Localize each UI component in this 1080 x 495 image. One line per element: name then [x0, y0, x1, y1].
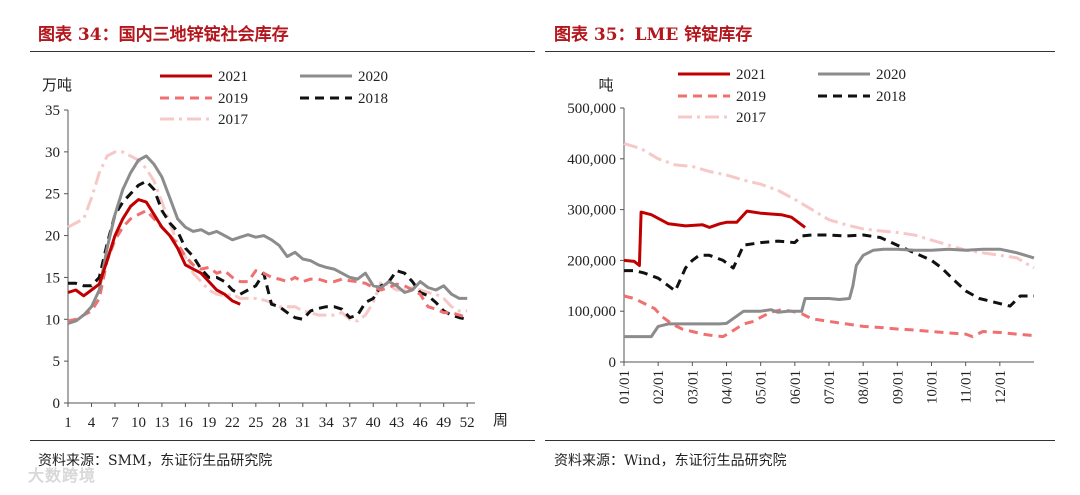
left-source-note: 资料来源：SMM，东证衍生品研究院: [38, 453, 273, 469]
y-tick-label: 0: [53, 396, 61, 412]
x-tick-label: 06/01: [788, 370, 804, 404]
y-tick-label: 5: [53, 354, 61, 370]
x-tick-label: 03/01: [685, 370, 701, 404]
y-tick-label: 200,000: [567, 253, 616, 269]
x-tick-label: 05/01: [754, 370, 770, 404]
right-chart-panel: 图表 35：LME 锌锭库存 0 100,000 200,000 300,000 400…: [540, 0, 1080, 495]
legend-label-2020: 2020: [358, 69, 388, 85]
left-title-rule: [30, 51, 535, 52]
x-tick-label: 43: [389, 415, 404, 431]
x-axis-label: 周: [493, 412, 508, 429]
x-tick-label: 01/01: [617, 370, 633, 404]
x-tick-label: 46: [413, 415, 429, 431]
x-tick-label: 52: [460, 415, 475, 431]
right-footer-rule: [545, 440, 1055, 441]
x-tick-label: 34: [319, 415, 335, 431]
right-source-note: 资料来源：Wind，东证衍生品研究院: [554, 453, 787, 469]
series-line-2018: [68, 179, 468, 321]
watermark-logo: 大数跨境: [28, 466, 97, 485]
x-tick-label: 02/01: [651, 370, 667, 404]
y-tick-label: 15: [45, 270, 60, 286]
left-line-chart: 0 5 10 15 20 25 30 35 1 4 7 10 13 16 19 22 25 28 31 34 37 40 4…: [42, 69, 508, 431]
x-tick-label: 37: [342, 415, 358, 431]
right-line-chart: 0 100,000 200,000 300,000 400,000 500,000 01/0…: [567, 67, 1035, 404]
legend-label-2018: 2018: [358, 91, 388, 107]
y-tick-label: 20: [45, 229, 60, 245]
legend-label-2020: 2020: [876, 67, 906, 83]
x-tick-label: 07/01: [822, 370, 838, 404]
y-tick-label: 10: [45, 312, 60, 328]
y-tick-label: 500,000: [567, 101, 616, 117]
x-tick-label: 25: [248, 415, 263, 431]
x-tick-label: 08/01: [856, 370, 872, 404]
right-title-rule: [545, 51, 1055, 52]
left-footer-rule: [30, 440, 535, 441]
x-tick-label: 11/01: [959, 370, 975, 404]
y-tick-label: 400,000: [567, 152, 616, 168]
series-line-2021: [623, 209, 806, 267]
right-chart-title: 图表 35：LME 锌锭库存: [554, 25, 753, 45]
series-line-2019: [67, 209, 468, 323]
y-unit-label: 万吨: [42, 77, 72, 94]
y-tick-label: 100,000: [567, 304, 616, 320]
legend-label-2017: 2017: [218, 112, 249, 128]
series-line-2020: [67, 154, 468, 325]
series-line-2021: [67, 198, 241, 306]
x-tick-label: 04/01: [720, 370, 736, 404]
x-tick-label: 13: [154, 415, 169, 431]
x-tick-label: 09/01: [890, 370, 906, 404]
x-tick-label: 10/01: [925, 370, 941, 404]
x-tick-label: 10: [131, 415, 146, 431]
x-tick-label: 28: [272, 415, 287, 431]
legend-label-2019: 2019: [218, 91, 248, 107]
y-tick-label: 300,000: [567, 203, 616, 219]
x-tick-label: 31: [295, 415, 310, 431]
left-chart-title: 图表 34：国内三地锌锭社会库存: [38, 25, 289, 45]
y-unit-label: 吨: [598, 77, 613, 94]
x-tick-label: 7: [111, 415, 119, 431]
legend-label-2021: 2021: [218, 69, 248, 85]
x-tick-label: 19: [201, 415, 216, 431]
legend-label-2021: 2021: [736, 67, 766, 83]
x-tick-label: 40: [366, 415, 381, 431]
legend-label-2018: 2018: [876, 89, 906, 105]
series-line-2019: [623, 294, 1035, 339]
series-line-2018: [624, 233, 1034, 308]
x-tick-label: 49: [436, 415, 451, 431]
x-tick-label: 22: [225, 415, 240, 431]
y-tick-label: 25: [45, 187, 60, 203]
legend-label-2019: 2019: [736, 89, 766, 105]
legend-label-2017: 2017: [736, 110, 767, 126]
left-chart-panel: 图表 34：国内三地锌锭社会库存 0 5 10 15 20 25 30 35 1 4 7 10 13 16…: [30, 25, 535, 469]
y-tick-label: 0: [609, 355, 617, 371]
y-tick-label: 35: [45, 103, 60, 119]
series-line-2020: [624, 247, 1035, 339]
x-tick-label: 16: [178, 415, 194, 431]
y-tick-label: 30: [45, 145, 60, 161]
x-tick-label: 12/01: [993, 370, 1009, 404]
x-tick-label: 4: [88, 415, 96, 431]
x-tick-label: 1: [64, 415, 72, 431]
